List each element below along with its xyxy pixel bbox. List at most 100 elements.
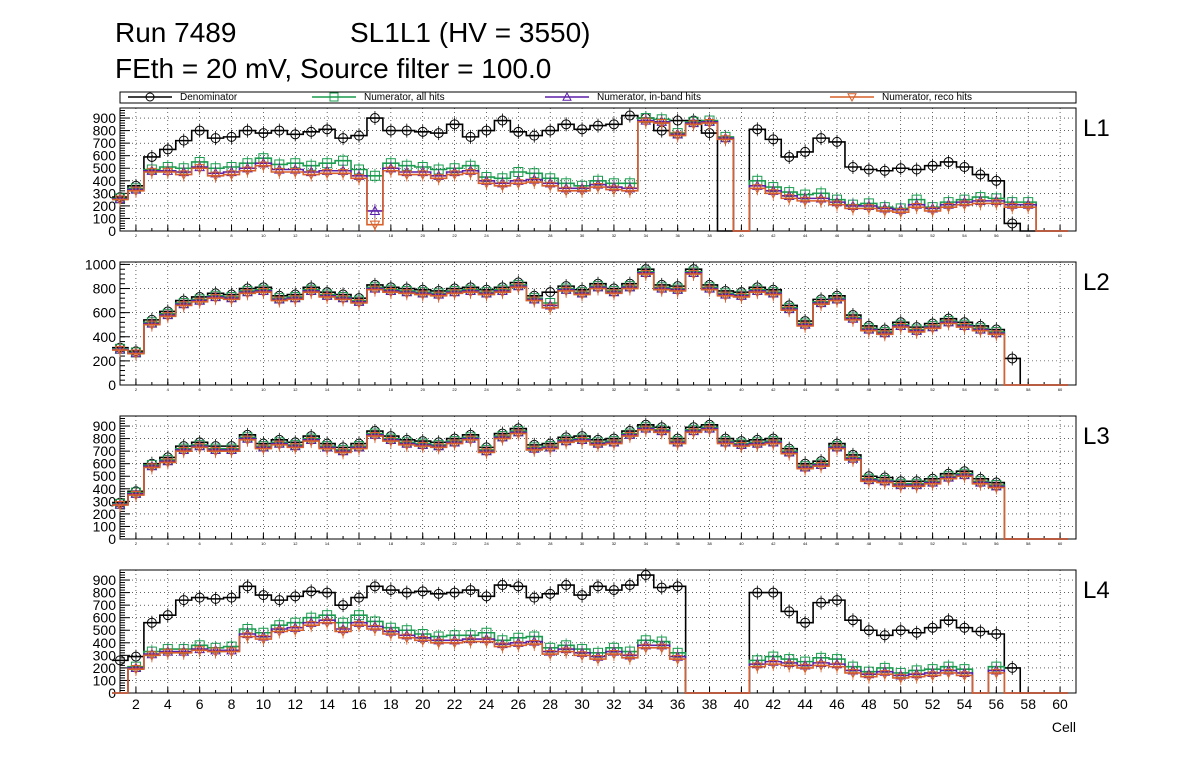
x-tick-label: 30 [580, 233, 585, 238]
data-point [911, 203, 923, 213]
data-point [720, 291, 731, 302]
data-point [338, 600, 349, 611]
data-point [640, 117, 652, 128]
data-point [497, 642, 508, 653]
series-line-3 [112, 429, 1069, 540]
data-point [783, 449, 795, 460]
x-tick-label: 12 [293, 541, 298, 546]
x-tick-label: 26 [516, 233, 521, 238]
data-point [895, 208, 907, 218]
data-point [592, 284, 604, 295]
y-tick-label: 100 [93, 210, 117, 226]
data-point [927, 206, 938, 217]
data-point [784, 606, 795, 617]
data-point [210, 447, 221, 457]
y-tick-label: 500 [93, 468, 117, 484]
legend-label-1: Numerator, all hits [364, 92, 445, 103]
legend-label-0: Denominator [180, 92, 238, 103]
x-tick-label: 28 [542, 696, 558, 712]
x-tick-label: 38 [707, 387, 712, 392]
data-point [927, 622, 938, 633]
x-tick-label: 2 [135, 387, 138, 392]
data-point [481, 179, 492, 189]
data-point [369, 170, 380, 181]
data-point [274, 125, 285, 136]
y-tick-label: 600 [93, 148, 117, 164]
data-point [130, 349, 142, 360]
data-point [863, 672, 875, 683]
data-point [497, 434, 508, 445]
x-tick-label: 48 [861, 696, 877, 712]
data-point [162, 144, 173, 155]
data-point [847, 668, 859, 679]
data-point [831, 296, 843, 307]
data-point [146, 617, 157, 628]
data-point [433, 174, 445, 184]
x-tick-label: 56 [994, 541, 999, 546]
data-point [592, 182, 604, 193]
data-point [704, 285, 715, 296]
x-tick-label: 32 [612, 387, 617, 392]
data-point [783, 194, 795, 204]
data-point [545, 125, 556, 136]
x-tick-label: 6 [199, 387, 202, 392]
data-point [879, 330, 891, 340]
x-tick-label: 44 [797, 696, 813, 712]
y-tick-label: 800 [93, 585, 117, 601]
data-point [401, 440, 413, 451]
y-tick-label: 0 [108, 223, 116, 239]
x-tick-label: 4 [167, 541, 170, 546]
data-point [194, 125, 205, 136]
data-point [672, 115, 683, 126]
data-point [832, 136, 842, 147]
data-point [417, 126, 428, 137]
x-tick-label: 52 [930, 233, 935, 238]
data-point [465, 169, 476, 179]
data-point [130, 490, 142, 501]
data-point [465, 637, 476, 648]
series-line-3 [112, 121, 1069, 232]
data-point [561, 119, 572, 130]
data-point [1007, 353, 1018, 364]
data-point [162, 458, 174, 468]
x-tick-label: 48 [867, 541, 872, 546]
data-point [815, 462, 827, 472]
x-tick-label: 44 [803, 541, 808, 546]
data-point [576, 290, 588, 301]
x-tick-label: 26 [516, 387, 521, 392]
data-point [783, 306, 795, 316]
data-point [656, 643, 668, 654]
data-point [927, 324, 938, 334]
x-tick-label: 32 [606, 696, 622, 712]
data-point [481, 290, 492, 301]
chamber-label: SL1L1 (HV = 3550) [350, 17, 591, 48]
data-point [879, 206, 891, 217]
y-tick-label: 800 [93, 281, 117, 297]
data-point [417, 636, 429, 646]
data-point [178, 447, 190, 457]
data-point [513, 126, 524, 137]
data-point [321, 444, 333, 455]
x-tick-label: 4 [164, 696, 172, 712]
data-point [688, 269, 699, 280]
data-point [194, 443, 206, 453]
data-point [258, 444, 269, 455]
x-tick-label: 48 [867, 387, 872, 392]
data-point [385, 125, 396, 136]
x-tick-label: 8 [230, 541, 233, 546]
data-point [306, 126, 317, 137]
data-point [720, 135, 731, 145]
data-point [433, 588, 444, 599]
data-point [751, 184, 763, 194]
data-point [354, 130, 364, 141]
data-point [832, 595, 842, 606]
data-point [369, 431, 381, 442]
data-point [990, 668, 1002, 679]
data-point [226, 447, 237, 457]
x-tick-label: 12 [287, 696, 303, 712]
data-point [736, 292, 747, 303]
data-point [162, 610, 173, 621]
x-tick-label: 50 [899, 233, 904, 238]
data-point [210, 294, 221, 304]
x-tick-label: 10 [261, 387, 266, 392]
